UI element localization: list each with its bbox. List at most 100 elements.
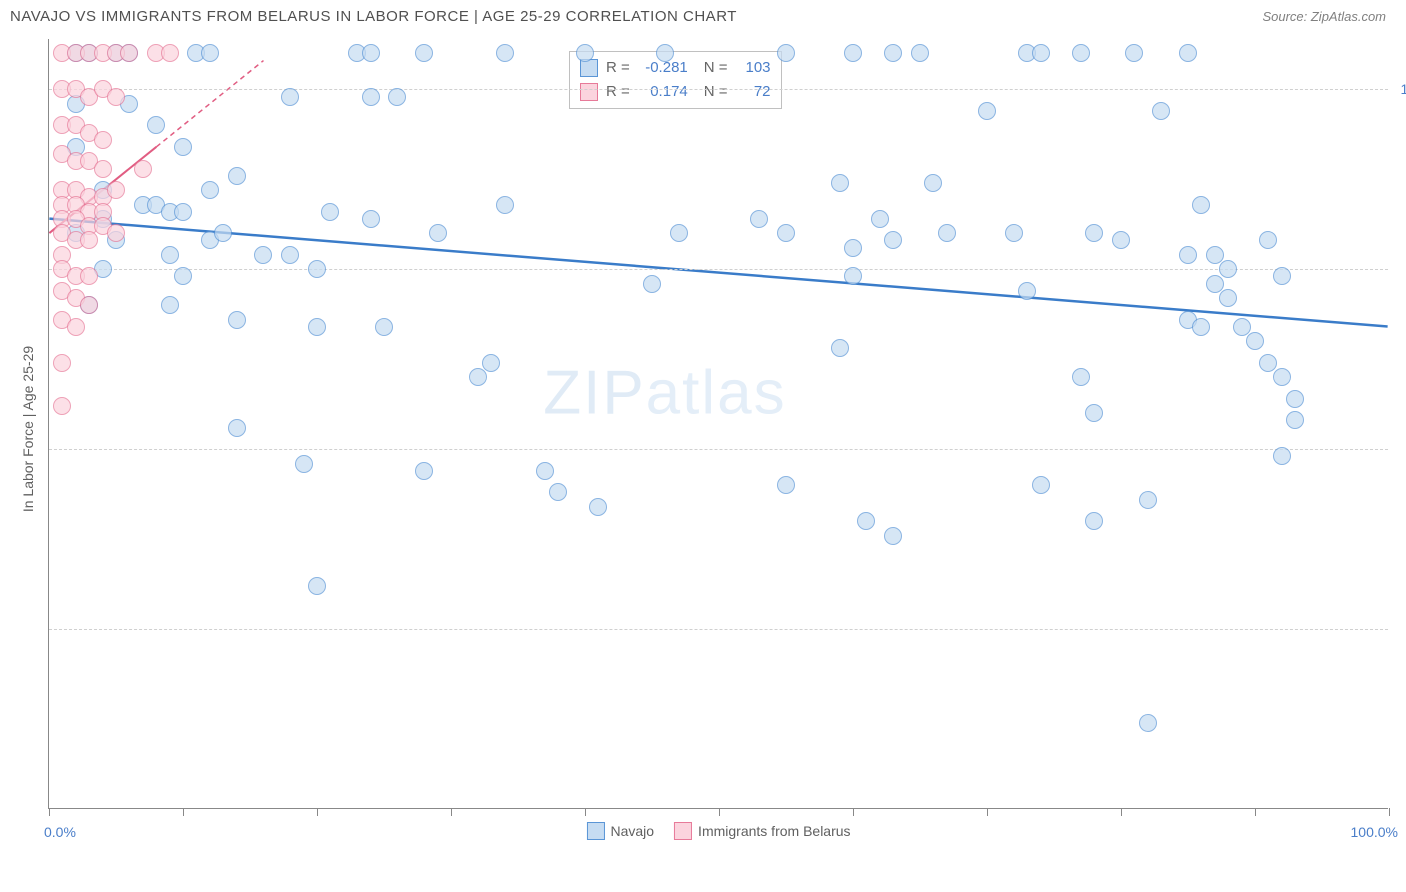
r-label: R =: [606, 56, 630, 80]
data-point: [147, 116, 165, 134]
data-point: [228, 311, 246, 329]
data-point: [1273, 267, 1291, 285]
data-point: [576, 44, 594, 62]
data-point: [415, 462, 433, 480]
data-point: [844, 267, 862, 285]
data-point: [884, 44, 902, 62]
data-point: [214, 224, 232, 242]
watermark: ZIPatlas: [543, 357, 786, 428]
data-point: [1286, 390, 1304, 408]
x-tick: [451, 808, 452, 816]
x-tick: [719, 808, 720, 816]
data-point: [884, 231, 902, 249]
data-point: [1246, 332, 1264, 350]
data-point: [1085, 224, 1103, 242]
data-point: [1139, 714, 1157, 732]
data-point: [415, 44, 433, 62]
x-label-max: 100.0%: [1351, 824, 1398, 840]
data-point: [80, 231, 98, 249]
legend-swatch: [586, 822, 604, 840]
data-point: [1219, 289, 1237, 307]
data-point: [1259, 354, 1277, 372]
n-value: 72: [736, 80, 771, 104]
legend-label: Immigrants from Belarus: [698, 823, 850, 839]
data-point: [1085, 512, 1103, 530]
data-point: [161, 246, 179, 264]
data-point: [911, 44, 929, 62]
data-point: [469, 368, 487, 386]
data-point: [1072, 368, 1090, 386]
watermark-bold: ZIP: [543, 358, 645, 427]
legend-item: Navajo: [586, 822, 654, 840]
bottom-legend: Navajo Immigrants from Belarus: [586, 822, 850, 840]
data-point: [1032, 44, 1050, 62]
data-point: [938, 224, 956, 242]
data-point: [161, 44, 179, 62]
r-label: R =: [606, 80, 630, 104]
data-point: [228, 167, 246, 185]
data-point: [201, 181, 219, 199]
data-point: [1233, 318, 1251, 336]
data-point: [1273, 447, 1291, 465]
data-point: [549, 483, 567, 501]
data-point: [777, 44, 795, 62]
data-point: [1259, 231, 1277, 249]
data-point: [496, 44, 514, 62]
data-point: [174, 267, 192, 285]
data-point: [254, 246, 272, 264]
n-label: N =: [704, 56, 728, 80]
stats-box: R =-0.281N =103R =0.174N =72: [569, 51, 782, 109]
data-point: [107, 181, 125, 199]
y-tick-label: 100.0%: [1401, 81, 1406, 97]
gridline: [49, 629, 1388, 630]
data-point: [777, 476, 795, 494]
x-tick: [49, 808, 50, 816]
data-point: [80, 267, 98, 285]
data-point: [857, 512, 875, 530]
plot-area: ZIPatlas R =-0.281N =103R =0.174N =72 0.…: [48, 39, 1388, 809]
stats-row: R =-0.281N =103: [580, 56, 771, 80]
data-point: [1125, 44, 1143, 62]
data-point: [375, 318, 393, 336]
data-point: [1152, 102, 1170, 120]
x-tick: [585, 808, 586, 816]
data-point: [201, 44, 219, 62]
data-point: [321, 203, 339, 221]
legend-item: Immigrants from Belarus: [674, 822, 850, 840]
data-point: [134, 160, 152, 178]
data-point: [1206, 246, 1224, 264]
data-point: [1005, 224, 1023, 242]
data-point: [924, 174, 942, 192]
data-point: [589, 498, 607, 516]
data-point: [536, 462, 554, 480]
data-point: [1112, 231, 1130, 249]
data-point: [656, 44, 674, 62]
data-point: [228, 419, 246, 437]
data-point: [362, 88, 380, 106]
data-point: [1032, 476, 1050, 494]
data-point: [107, 224, 125, 242]
data-point: [1085, 404, 1103, 422]
data-point: [884, 527, 902, 545]
gridline: [49, 269, 1388, 270]
x-tick: [1121, 808, 1122, 816]
data-point: [308, 318, 326, 336]
legend-label: Navajo: [610, 823, 654, 839]
y-axis-title: In Labor Force | Age 25-29: [20, 346, 36, 512]
legend-swatch: [580, 83, 598, 101]
x-tick: [183, 808, 184, 816]
data-point: [1286, 411, 1304, 429]
gridline: [49, 89, 1388, 90]
data-point: [1192, 318, 1210, 336]
x-label-min: 0.0%: [44, 824, 76, 840]
data-point: [1072, 44, 1090, 62]
data-point: [281, 246, 299, 264]
watermark-thin: atlas: [646, 358, 787, 427]
data-point: [844, 44, 862, 62]
data-point: [94, 131, 112, 149]
data-point: [53, 354, 71, 372]
x-tick: [317, 808, 318, 816]
data-point: [831, 339, 849, 357]
data-point: [53, 397, 71, 415]
data-point: [1139, 491, 1157, 509]
